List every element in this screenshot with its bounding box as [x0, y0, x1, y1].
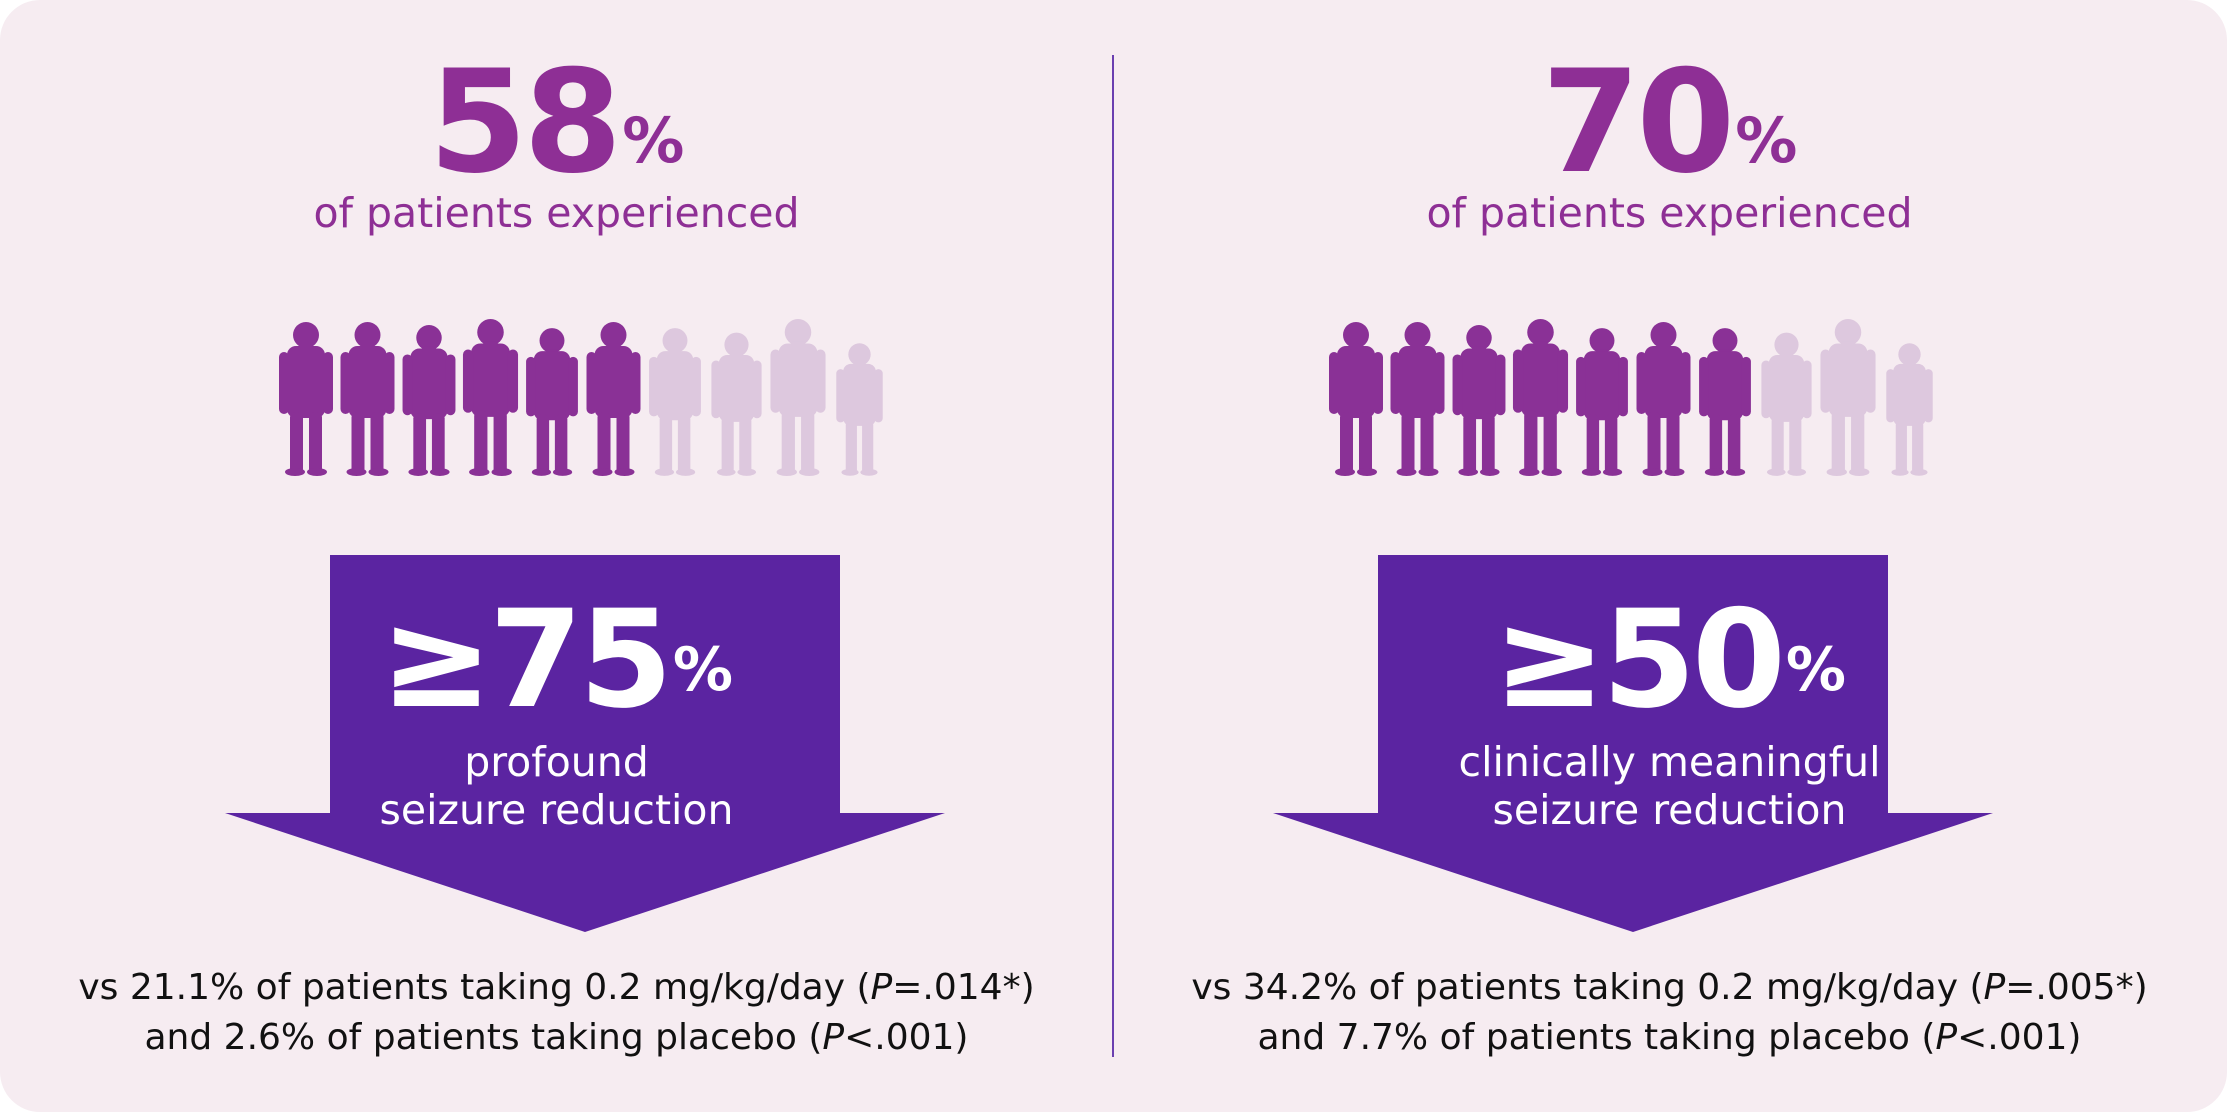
child-silhouette-icon: [1820, 318, 1876, 477]
child-silhouette-icon: [711, 332, 762, 476]
comparison-footnote: vs 34.2% of patients taking 0.2 mg/kg/da…: [1113, 963, 2226, 1063]
p-value: <.001): [844, 1017, 969, 1058]
footnote-text: and 7.7% of patients taking placebo (: [1257, 1017, 1936, 1058]
panel-75-percent-reduction: 58% of patients experienced ≥75% profoun…: [0, 0, 1113, 1112]
comparison-footnote: vs 21.1% of patients taking 0.2 mg/kg/da…: [0, 963, 1113, 1063]
p-value: <.001): [1957, 1017, 2082, 1058]
child-silhouette-icon: [1576, 328, 1628, 476]
percent-sign: %: [622, 104, 685, 177]
child-silhouette-icon: [836, 343, 883, 476]
p-symbol: P: [1935, 1017, 1958, 1058]
child-silhouette-icon: [279, 322, 333, 476]
child-silhouette-icon: [649, 328, 701, 476]
percent-value: 70: [1541, 40, 1736, 205]
threshold-percentage: ≥50%: [1113, 590, 2226, 730]
reduction-label-line1: profound: [464, 738, 649, 786]
footnote-text: vs 34.2% of patients taking 0.2 mg/kg/da…: [1191, 967, 1984, 1008]
threshold-sign: %: [1785, 635, 1847, 705]
child-silhouette-icon: [1636, 322, 1691, 476]
child-silhouette-icon: [1512, 318, 1569, 477]
panel-divider: [1112, 55, 1114, 1057]
p-value: =.014*): [892, 967, 1035, 1008]
child-silhouette-icon: [1329, 322, 1383, 476]
child-silhouette-icon: [526, 328, 578, 476]
threshold-value: ≥75: [379, 581, 673, 738]
child-silhouette-icon: [586, 322, 641, 476]
down-arrow-shape: [1273, 555, 1993, 935]
p-symbol: P: [1983, 967, 2006, 1008]
child-silhouette-icon: [402, 325, 456, 476]
footnote-line1: vs 34.2% of patients taking 0.2 mg/kg/da…: [1113, 963, 2226, 1013]
headline-subtitle: of patients experienced: [1426, 189, 1913, 237]
p-symbol: P: [870, 967, 893, 1008]
threshold-sign: %: [672, 635, 734, 705]
down-arrow-shape: [225, 555, 945, 935]
reduction-label-line2: seizure reduction: [379, 786, 734, 834]
threshold-value: ≥50: [1492, 581, 1786, 738]
p-symbol: P: [822, 1017, 845, 1058]
patient-figures-group: [279, 318, 883, 477]
p-value: =.005*): [2005, 967, 2148, 1008]
threshold-percentage: ≥75%: [0, 590, 1113, 730]
child-silhouette-icon: [770, 318, 826, 477]
child-silhouette-icon: [340, 322, 395, 476]
footnote-text: vs 21.1% of patients taking 0.2 mg/kg/da…: [78, 967, 871, 1008]
child-silhouette-icon: [462, 318, 519, 477]
percent-sign: %: [1735, 104, 1798, 177]
child-silhouette-icon: [1390, 322, 1445, 476]
footnote-line1: vs 21.1% of patients taking 0.2 mg/kg/da…: [0, 963, 1113, 1013]
reduction-label: clinically meaningful seizure reduction: [1113, 738, 2226, 834]
headline-percentage: 58%: [0, 48, 1113, 198]
reduction-label: profound seizure reduction: [0, 738, 1113, 834]
headline-subtitle: of patients experienced: [313, 189, 800, 237]
footnote-line2: and 7.7% of patients taking placebo (P<.…: [1113, 1013, 2226, 1063]
panel-50-percent-reduction: 70% of patients experienced ≥50% clinica…: [1113, 0, 2226, 1112]
child-silhouette-icon: [1699, 328, 1751, 476]
reduction-label-line1: clinically meaningful: [1458, 738, 1881, 786]
headline-percentage: 70%: [1113, 48, 2226, 198]
reduction-label-line2: seizure reduction: [1492, 786, 1847, 834]
footnote-text: and 2.6% of patients taking placebo (: [144, 1017, 823, 1058]
percent-value: 58: [428, 40, 623, 205]
child-silhouette-icon: [1452, 325, 1506, 476]
footnote-line2: and 2.6% of patients taking placebo (P<.…: [0, 1013, 1113, 1063]
patient-figures-group: [1329, 318, 1933, 477]
child-silhouette-icon: [1761, 332, 1812, 476]
child-silhouette-icon: [1886, 343, 1933, 476]
